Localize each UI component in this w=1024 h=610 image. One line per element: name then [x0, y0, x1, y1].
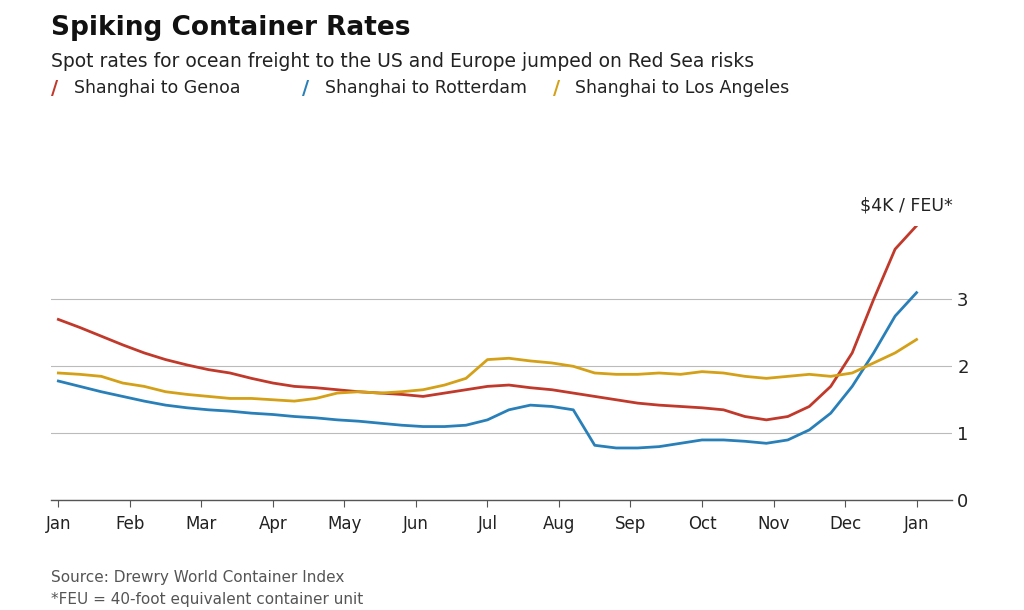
Text: Shanghai to Los Angeles: Shanghai to Los Angeles	[575, 79, 790, 98]
Text: Shanghai to Rotterdam: Shanghai to Rotterdam	[325, 79, 526, 98]
Text: Spot rates for ocean freight to the US and Europe jumped on Red Sea risks: Spot rates for ocean freight to the US a…	[51, 52, 755, 71]
Text: /: /	[553, 79, 560, 98]
Text: $4K / FEU*: $4K / FEU*	[859, 196, 952, 215]
Text: /: /	[302, 79, 309, 98]
Text: /: /	[51, 79, 58, 98]
Text: Shanghai to Genoa: Shanghai to Genoa	[74, 79, 241, 98]
Text: *FEU = 40-foot equivalent container unit: *FEU = 40-foot equivalent container unit	[51, 592, 364, 607]
Text: Source: Drewry World Container Index: Source: Drewry World Container Index	[51, 570, 344, 586]
Text: Spiking Container Rates: Spiking Container Rates	[51, 15, 411, 41]
